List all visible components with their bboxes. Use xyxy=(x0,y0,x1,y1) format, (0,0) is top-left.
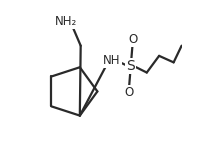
Text: NH₂: NH₂ xyxy=(55,15,77,28)
Text: S: S xyxy=(126,59,135,73)
Text: O: O xyxy=(124,86,133,99)
Text: NH: NH xyxy=(103,54,121,67)
Text: O: O xyxy=(128,33,138,46)
